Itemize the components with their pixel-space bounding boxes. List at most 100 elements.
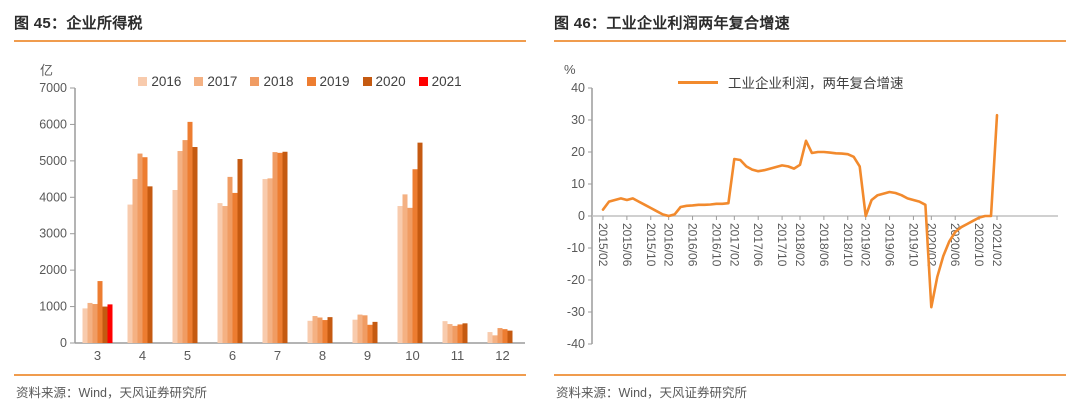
- bar-2018-month-9: [362, 315, 368, 343]
- bar-2019-month-4: [142, 157, 148, 343]
- x-axis-month-label: 11: [451, 348, 465, 363]
- bar-2017-month-5: [177, 151, 183, 343]
- x-axis-month-label: 9: [364, 348, 371, 363]
- bar-2020-month-7: [282, 151, 288, 343]
- bar-2020-month-6: [237, 159, 243, 343]
- y-axis-tick-label: 30: [571, 113, 585, 127]
- x-axis-date-label: 2016/06: [686, 223, 700, 267]
- figure-46-title-rule: [554, 40, 1066, 42]
- x-axis-month-label: 5: [184, 348, 191, 363]
- x-axis-date-label: 2019/10: [906, 223, 920, 267]
- y-axis-tick-label: 2000: [39, 263, 67, 277]
- bar-2019-month-12: [502, 329, 508, 343]
- legend-label-2016: 2016: [151, 74, 182, 89]
- bar-2016-month-6: [217, 203, 223, 343]
- y-axis-tick-label: 4000: [39, 190, 67, 204]
- legend-label-2018: 2018: [263, 74, 294, 89]
- bar-2016-month-3: [82, 308, 88, 343]
- x-axis-date-label: 2017/10: [775, 223, 789, 267]
- legend-swatch-2017: [194, 77, 204, 86]
- bar-2020-month-11: [462, 323, 468, 343]
- bar-2017-month-4: [132, 179, 138, 343]
- bar-2018-month-12: [497, 328, 503, 343]
- legend-swatch-2019: [306, 77, 316, 86]
- legend-swatch-2016: [138, 77, 148, 86]
- bar-2020-month-10: [417, 142, 423, 343]
- legend-label-2019: 2019: [319, 74, 350, 89]
- bar-2018-month-10: [407, 207, 413, 343]
- bar-chart-unit-label: 亿: [40, 63, 54, 78]
- bar-2017-month-3: [87, 302, 93, 343]
- bar-2019-month-10: [412, 169, 418, 343]
- bar-2019-month-6: [232, 192, 238, 343]
- y-axis-tick-label: -20: [567, 273, 585, 287]
- legend-item-2019: 2019: [306, 74, 350, 89]
- line-chart-legend: 工业企业利润，两年复合增速: [678, 72, 904, 92]
- figure-45-panel: 图 45：企业所得税 亿 2016 2017 2018 2019 2020 2021 0 1…: [14, 15, 526, 400]
- figure-46-panel: 图 46：工业企业利润两年复合增速 % 工业企业利润，两年复合增速 40 30 20…: [540, 0, 1080, 418]
- x-axis-date-label: 2018/10: [841, 223, 855, 267]
- figure-45-footer-rule: [14, 374, 526, 376]
- bar-2016-month-8: [307, 320, 313, 343]
- x-axis-date-label: 2016/02: [662, 223, 676, 267]
- bar-2017-month-10: [402, 194, 408, 343]
- x-axis-date-label: 2015/10: [644, 223, 658, 267]
- x-axis-date-label: 2019/06: [883, 223, 897, 267]
- bar-2018-month-6: [227, 176, 233, 343]
- x-axis-date-label: 2018/06: [817, 223, 831, 267]
- bar-2016-month-5: [172, 190, 178, 343]
- y-axis-tick-label: 0: [60, 336, 67, 350]
- legend-swatch-2021: [418, 77, 428, 86]
- legend-label-2021: 2021: [431, 74, 462, 89]
- x-axis-date-label: 2016/10: [709, 223, 723, 267]
- y-axis-tick-label: 1000: [39, 300, 67, 314]
- profit-growth-line: [601, 113, 999, 309]
- legend-label-2017: 2017: [207, 74, 238, 89]
- bar-2020-month-8: [327, 317, 333, 343]
- bar-2019-month-5: [187, 121, 193, 343]
- bar-2016-month-10: [397, 206, 403, 343]
- bar-2021-month-3: [107, 304, 113, 343]
- x-axis-date-label: 2017/02: [727, 223, 741, 267]
- bar-2019-month-8: [322, 320, 328, 343]
- bar-2020-month-5: [192, 147, 198, 343]
- y-axis-tick-label: 0: [578, 209, 585, 223]
- legend-swatch-2020: [362, 77, 372, 86]
- figure-45-title: 图 45：企业所得税: [14, 15, 143, 32]
- bar-2016-month-7: [262, 179, 268, 343]
- legend-item-2017: 2017: [194, 74, 237, 89]
- figure-45-source: 资料来源：Wind，天风证券研究所: [16, 386, 207, 400]
- bar-2016-month-11: [442, 321, 448, 343]
- x-axis-month-label: 4: [139, 348, 146, 363]
- x-axis-month-label: 8: [319, 348, 326, 363]
- figure-46-footer-rule: [554, 374, 1066, 376]
- line-chart-unit-label: %: [564, 62, 576, 77]
- bar-2019-month-3: [97, 281, 103, 343]
- bar-2018-month-3: [92, 304, 98, 343]
- bar-2016-month-12: [487, 332, 493, 343]
- bar-2019-month-7: [277, 152, 283, 343]
- x-axis-month-label: 10: [405, 348, 419, 363]
- legend-item-2016: 2016: [138, 74, 181, 89]
- x-axis-date-label: 2015/06: [620, 223, 634, 267]
- y-axis-tick-label: 7000: [39, 81, 67, 95]
- figure-45-title-rule: [14, 40, 526, 42]
- y-axis-tick-label: 3000: [39, 227, 67, 241]
- line-chart-canvas: 40 30 20 10 0 -10 -20 -30 -40 2015/02 2015/06 2015/…: [567, 81, 1058, 351]
- bar-2017-month-7: [267, 178, 273, 343]
- bar-2020-month-12: [507, 330, 513, 343]
- bar-2016-month-4: [127, 204, 133, 343]
- x-axis-month-label: 3: [94, 348, 101, 363]
- bar-chart-legend: 2016 2017 2018 2019 2020 2021: [75, 74, 525, 89]
- bar-chart-canvas: 0 1000 2000 3000 4000 5000 6000 7000 3 4 5 6 7 8 9 10 11…: [39, 81, 525, 363]
- bar-2018-month-11: [452, 325, 458, 343]
- x-axis-date-label: 2018/02: [793, 223, 807, 267]
- legend-line-label: 工业企业利润，两年复合增速: [728, 76, 904, 91]
- y-axis-tick-label: -10: [567, 241, 585, 255]
- legend-line-sample: [678, 80, 718, 84]
- x-axis-month-label: 7: [274, 348, 281, 363]
- bar-2020-month-4: [147, 186, 153, 343]
- bar-2017-month-11: [447, 324, 453, 343]
- bar-2019-month-11: [457, 324, 463, 343]
